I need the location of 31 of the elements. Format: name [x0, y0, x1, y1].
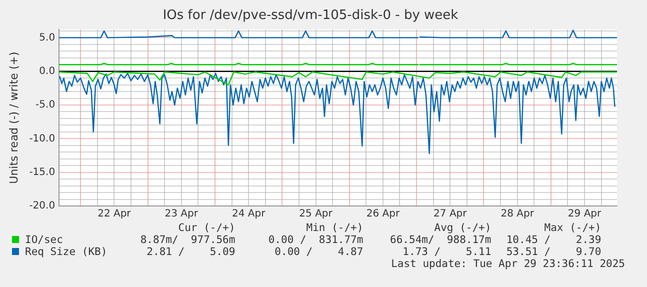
text: 0.00 / 4.87 [274, 246, 364, 258]
y-tick-label: -5.0 [36, 100, 56, 111]
x-tick-label: 24 Apr [232, 208, 266, 220]
text: Last update: Tue Apr 29 23:36:11 2025 [390, 258, 625, 270]
text: 0.00 / 831.77m [267, 234, 364, 246]
text: 8.87m/ 977.56m [139, 234, 236, 246]
x-tick-label: 26 Apr [366, 208, 400, 220]
text: Min (-/+) [305, 222, 364, 234]
legend-label: IO/sec [24, 234, 64, 246]
y-axis-title: Units read (-) / write (+) [7, 52, 20, 184]
text: Max (-/+) [543, 222, 602, 234]
x-tick-label: 29 Apr [568, 208, 602, 220]
y-tick-label: 5.0 [39, 32, 56, 44]
x-tick-label: 22 Apr [98, 208, 132, 220]
chart-title: IOs for /dev/pve-ssd/vm-105-disk-0 - by week [162, 8, 459, 24]
x-tick-label: 23 Apr [164, 208, 199, 220]
y-tick-label: 0.0 [39, 66, 56, 77]
y-tick-label: -15.0 [29, 166, 56, 178]
text: 2.81 / 5.09 [146, 246, 236, 258]
x-tick-label: 27 Apr [434, 208, 468, 220]
text: 1.73 / 5.11 [402, 246, 492, 258]
y-tick-label: -10.0 [29, 133, 56, 144]
text: 66.54m/ 988.17m [389, 234, 492, 246]
text: Avg (-/+) [433, 222, 492, 234]
text: 53.51 / 9.70 [505, 246, 602, 258]
text: 10.45 / 2.39 [505, 234, 602, 246]
x-tick-label: 28 Apr [500, 208, 535, 220]
y-tick-label: -20.0 [29, 200, 56, 212]
text: Cur (-/+) [177, 222, 236, 234]
legend-label: Req Size (KB) [24, 246, 108, 258]
x-tick-label: 25 Apr [299, 208, 334, 220]
